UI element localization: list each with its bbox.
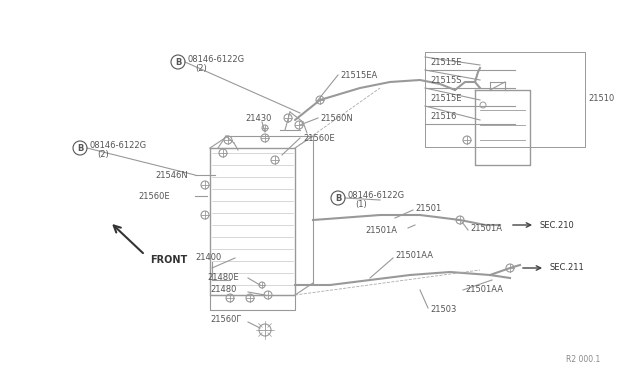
Text: 21560E: 21560E [138,192,170,201]
Text: 08146-6122G: 08146-6122G [188,55,245,64]
Text: R2 000.1: R2 000.1 [566,356,600,365]
Text: 21515E: 21515E [430,93,461,103]
Text: 21515E: 21515E [430,58,461,67]
Text: SEC.210: SEC.210 [540,221,575,230]
Text: 21501A: 21501A [470,224,502,232]
Text: (2): (2) [195,64,207,73]
Text: 21516: 21516 [430,112,456,121]
Text: 21501A: 21501A [365,225,397,234]
Text: 21430: 21430 [245,113,271,122]
Text: SEC.211: SEC.211 [550,263,585,273]
Text: 21510: 21510 [588,93,614,103]
Text: 21560N: 21560N [320,113,353,122]
Text: 21501AA: 21501AA [395,250,433,260]
Text: B: B [77,144,83,153]
Text: 21501: 21501 [415,203,441,212]
Text: 21515S: 21515S [430,76,461,84]
Text: 21546N: 21546N [155,170,188,180]
Text: 21400: 21400 [195,253,221,263]
Text: 08146-6122G: 08146-6122G [348,190,405,199]
Text: 08146-6122G: 08146-6122G [90,141,147,150]
Text: 21560E: 21560E [303,134,335,142]
Text: 21480: 21480 [210,285,236,295]
Text: (2): (2) [97,150,109,158]
Text: 21503: 21503 [430,305,456,314]
Text: FRONT: FRONT [150,255,188,265]
Text: 21515EA: 21515EA [340,71,377,80]
Text: 21560Γ: 21560Γ [210,315,241,324]
Text: B: B [175,58,181,67]
Text: 21480E: 21480E [207,273,239,282]
Text: 21501AA: 21501AA [465,285,503,295]
Text: (1): (1) [355,199,367,208]
Text: B: B [335,193,341,202]
